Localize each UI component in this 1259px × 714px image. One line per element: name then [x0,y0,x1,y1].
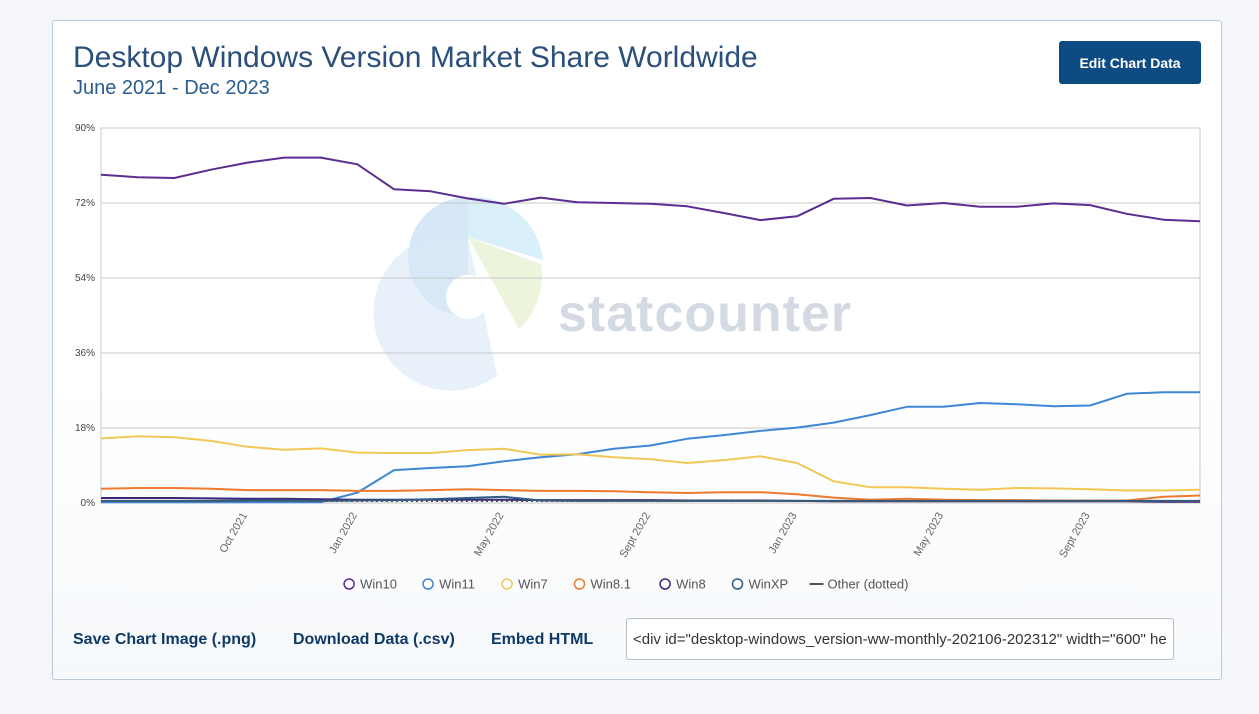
series-lines [100,156,1201,504]
x-tick-label: Sept 2022 [618,511,653,560]
legend-label: Win7 [518,577,548,592]
y-tick-label: 72% [75,198,95,209]
legend-item[interactable]: Other (dotted) [809,577,909,592]
series-line [100,156,1201,223]
legend-label: Win8 [676,577,706,592]
x-tick-label: May 2022 [472,511,507,559]
chart-legend: Win10 Win11 Win7 Win8.1 Win8 WinXP Other (dott… [343,577,909,592]
x-tick-label: Jan 2022 [327,511,360,556]
y-axis-ticks: 0% 18% 36% 54% 72% 90% [75,123,95,509]
legend-circle-icon [731,578,744,590]
chart-subtitle: June 2021 - Dec 2023 [73,77,270,99]
chart-panel: Desktop Windows Version Market Share Wor… [52,20,1222,680]
y-tick-label: 90% [75,123,95,134]
x-tick-label: Sept 2023 [1057,511,1092,560]
plot-border [100,127,1201,504]
y-tick-label: 0% [81,498,96,509]
legend-item[interactable]: Win7 [501,577,548,592]
y-tick-label: 18% [75,423,95,434]
x-tick-label: Oct 2021 [217,511,250,556]
line-chart: statcounter 0% 18% 36% 54% 72% 90% Oct 2021 Ja… [75,123,1201,592]
chart-title: Desktop Windows Version Market Share Wor… [73,41,758,74]
legend-item[interactable]: Win10 [343,577,397,592]
legend-label: Win10 [360,577,397,592]
legend-circle-icon [573,578,586,590]
download-data-link[interactable]: Download Data (.csv) [293,631,455,648]
y-tick-label: 36% [75,348,95,359]
x-axis-ticks: Oct 2021 Jan 2022 May 2022 Sept 2022 Jan 202… [217,511,1092,560]
embed-html-input[interactable] [626,618,1174,660]
legend-label: Other (dotted) [828,577,909,592]
legend-circle-icon [501,578,513,590]
legend-item[interactable]: Win8.1 [573,577,631,592]
x-tick-label: May 2023 [912,511,947,559]
legend-item[interactable]: Win11 [422,577,475,592]
edit-chart-data-button[interactable]: Edit Chart Data [1059,41,1201,84]
legend-label: Win8.1 [591,577,631,592]
series-line [100,435,1201,492]
legend-label: WinXP [749,577,789,592]
legend-item[interactable]: WinXP [731,577,789,592]
legend-label: Win11 [439,577,475,592]
legend-circle-icon [422,578,434,590]
save-chart-image-link[interactable]: Save Chart Image (.png) [73,631,257,648]
statcounter-watermark: statcounter [373,196,852,391]
embed-html-link[interactable]: Embed HTML [491,631,594,648]
legend-circle-icon [659,578,671,590]
watermark-text: statcounter [558,285,852,343]
series-line [101,391,1200,504]
y-tick-label: 54% [75,273,95,284]
legend-item[interactable]: Win8 [659,577,706,592]
statcounter-logo-icon [373,196,543,391]
legend-circle-icon [343,578,355,590]
x-tick-label: Jan 2023 [767,511,800,556]
